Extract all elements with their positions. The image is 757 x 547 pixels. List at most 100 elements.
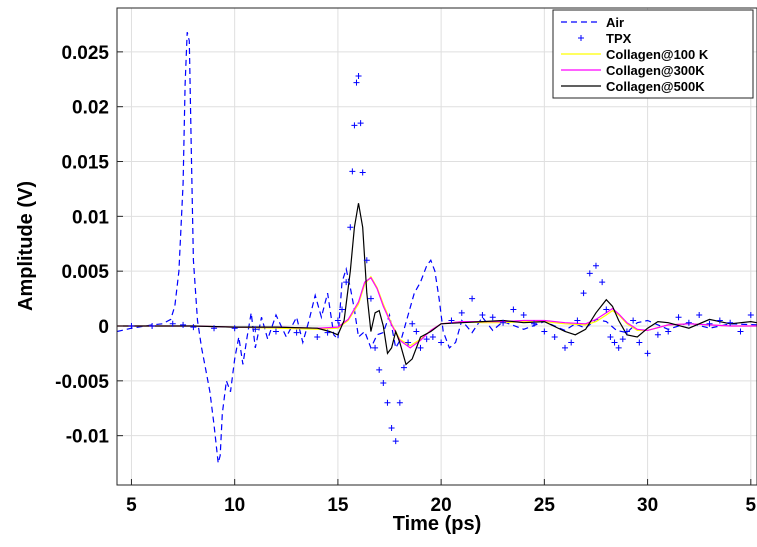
legend-label-collagen-100-k: Collagen@100 K [606, 47, 709, 62]
data-point [592, 262, 599, 269]
data-point [607, 333, 614, 340]
data-point [357, 120, 364, 127]
data-point [685, 319, 692, 326]
legend-label-collagen-300k: Collagen@300K [606, 63, 705, 78]
data-point [384, 399, 391, 406]
data-point [180, 321, 187, 328]
series-tpx [117, 72, 754, 445]
data-point [314, 333, 321, 340]
data-point [349, 168, 356, 175]
x-tick-label: 25 [534, 495, 556, 516]
data-point [400, 364, 407, 371]
data-point [747, 312, 754, 319]
data-point [458, 309, 465, 316]
y-tick-label: -0.01 [66, 427, 110, 448]
y-tick-label: 0.005 [61, 262, 109, 283]
data-point [520, 312, 527, 319]
data-point [149, 323, 156, 329]
data-point [586, 270, 593, 277]
data-point [623, 328, 630, 335]
data-point [351, 122, 358, 129]
data-point [603, 306, 610, 313]
data-point [324, 329, 331, 336]
y-tick-label: 0.025 [61, 43, 109, 64]
y-tick-label: 0.02 [72, 98, 109, 119]
y-tick-label: -0.005 [55, 372, 109, 393]
x-tick-label: 5 [126, 495, 137, 516]
data-point [367, 295, 374, 302]
data-point [380, 380, 387, 387]
data-point [500, 319, 507, 326]
data-point [636, 339, 643, 346]
x-tick-label: 5 [746, 495, 757, 516]
data-point [541, 328, 548, 335]
x-tick-label: 10 [224, 495, 245, 516]
data-point [293, 329, 300, 336]
data-point [405, 339, 412, 346]
data-point [696, 312, 703, 319]
data-point [343, 279, 350, 286]
data-point [615, 344, 622, 351]
data-point [599, 279, 606, 286]
data-point [372, 344, 379, 351]
data-point [353, 79, 360, 86]
data-point [562, 344, 568, 351]
data-point [531, 320, 538, 327]
data-point [630, 317, 637, 324]
data-point [413, 328, 420, 335]
data-point [489, 314, 496, 321]
data-point [334, 317, 341, 324]
legend-marker-tpx [578, 35, 584, 41]
data-point [706, 320, 713, 327]
data-point [644, 350, 651, 357]
data-point [388, 424, 395, 431]
series-air-line [117, 31, 757, 464]
legend-label-air: Air [606, 15, 624, 30]
y-axis-label: Amplitude (V) [15, 181, 37, 311]
data-point [423, 336, 430, 343]
data-point [580, 290, 587, 297]
legend-label-collagen-500k: Collagen@500K [606, 79, 705, 94]
x-tick-label: 20 [431, 495, 452, 516]
data-point [363, 257, 370, 264]
data-point [376, 366, 383, 373]
legend-label-tpx: TPX [606, 31, 632, 46]
y-tick-label: 0.015 [61, 153, 109, 174]
y-tick-label: 0.01 [72, 207, 109, 228]
data-point [568, 339, 575, 346]
data-point [438, 339, 445, 346]
data-point [359, 169, 366, 176]
y-tick-label: 0 [98, 317, 109, 338]
x-tick-label: 15 [327, 495, 349, 516]
data-point [211, 325, 218, 332]
data-point [339, 306, 346, 313]
data-point [429, 333, 436, 340]
data-point [417, 344, 424, 351]
data-point [675, 314, 682, 321]
data-point [619, 336, 626, 343]
data-point [272, 328, 279, 335]
data-point [479, 312, 486, 319]
plot-frame [116, 7, 757, 486]
data-point [551, 333, 558, 340]
y-axis: -0.01 -0.005 0 0.005 0.01 0.015 0.02 0.025 [55, 43, 123, 448]
x-tick-label: 30 [637, 495, 658, 516]
data-point [169, 320, 176, 327]
data-point [469, 295, 476, 302]
data-point [347, 224, 354, 231]
data-point [510, 306, 517, 313]
data-point [611, 339, 618, 346]
data-point [737, 328, 744, 335]
data-point [190, 324, 197, 331]
series-layer [117, 31, 757, 464]
data-point [716, 317, 723, 324]
data-point [654, 331, 661, 338]
data-point [409, 320, 416, 327]
data-point [392, 438, 399, 445]
data-point [252, 326, 259, 333]
data-point [231, 325, 238, 332]
data-point [665, 328, 672, 335]
data-point [128, 323, 135, 329]
